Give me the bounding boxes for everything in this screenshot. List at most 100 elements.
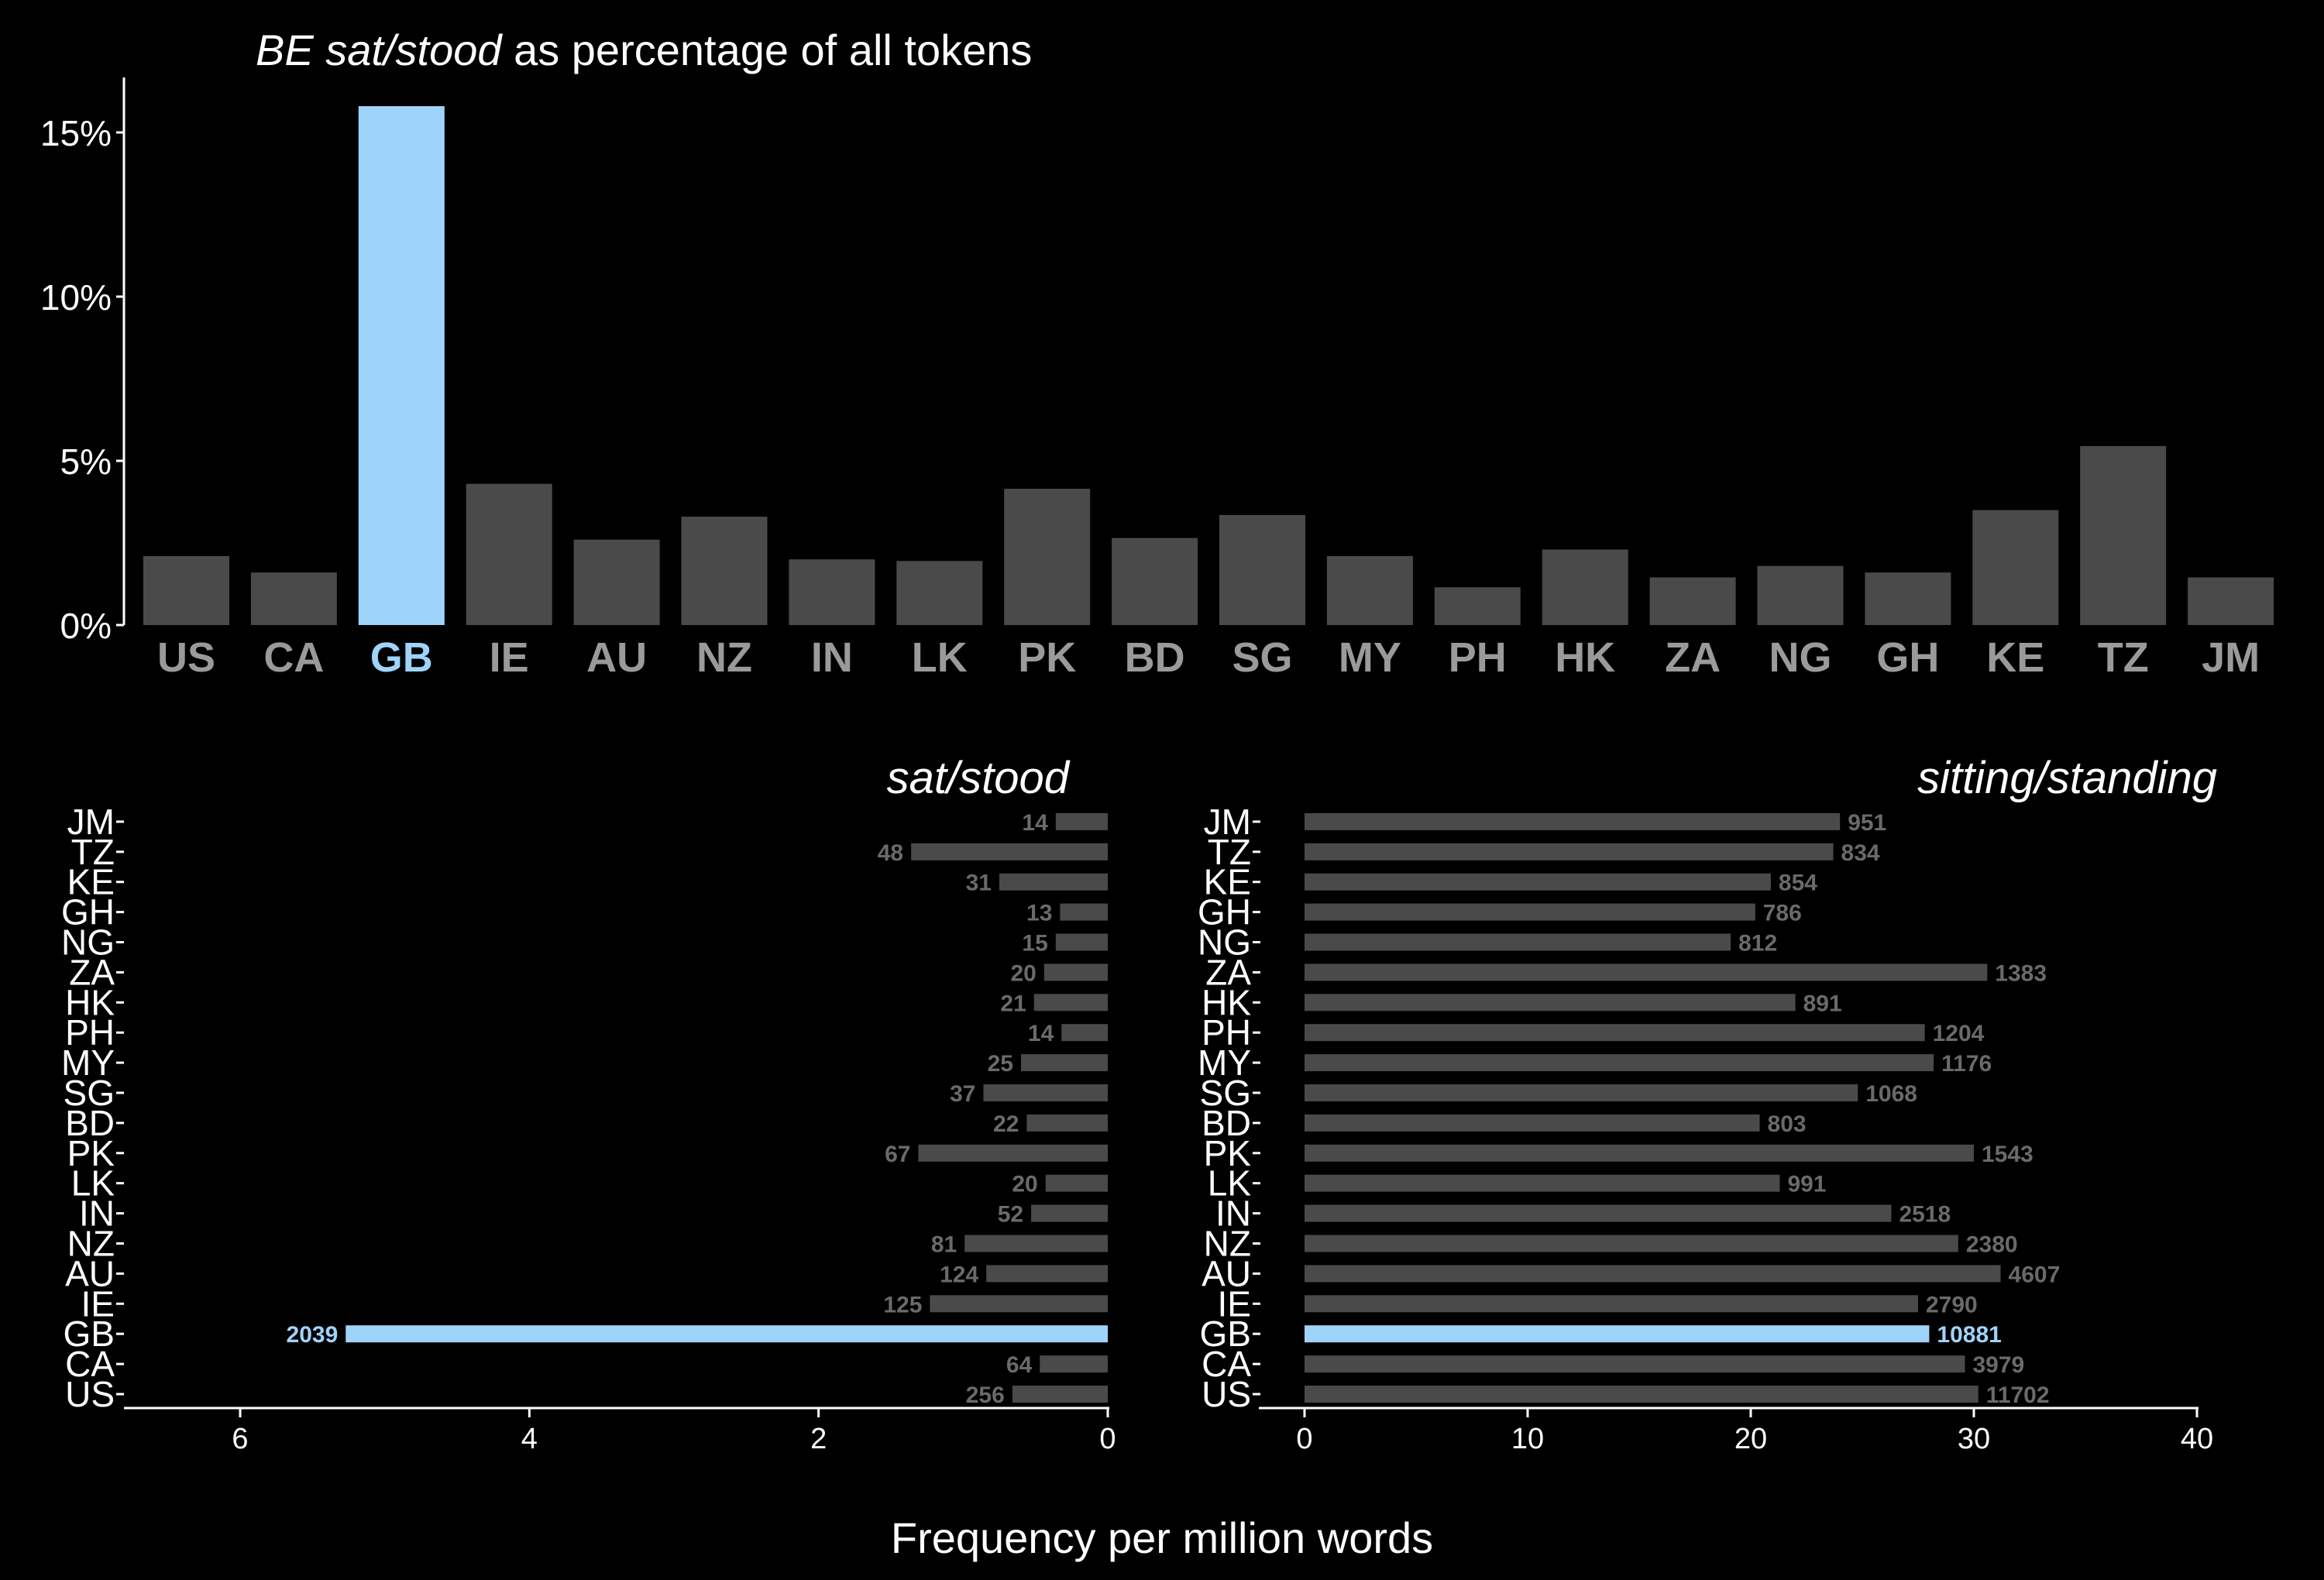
left-bar-value-label: 22: [993, 1111, 1019, 1137]
top-x-tick-label: LK: [912, 634, 968, 681]
top-bar-pk: [1004, 489, 1091, 625]
right-bar-tz: [1305, 843, 1834, 860]
left-x-tick-label: 2: [810, 1423, 827, 1455]
left-y-tick-label: HK: [65, 982, 115, 1022]
left-panel-title: sat/stood: [887, 753, 1071, 803]
right-y-tick-label: AU: [1202, 1253, 1251, 1293]
right-bar-au: [1305, 1265, 2001, 1283]
top-bar-chart: 0% 5% 10% 15% US CA GB IE AU NZ IN LK PK BD SG MY PH HK ZA…: [40, 77, 2274, 681]
top-x-tick-label: GH: [1876, 634, 1939, 681]
left-y-tick-label: KE: [67, 862, 115, 902]
top-bar-lk: [896, 561, 983, 625]
top-x-tick-label: PH: [1449, 634, 1507, 681]
left-y-tick-label: PH: [65, 1012, 115, 1053]
left-bar-value-label: 81: [931, 1232, 957, 1258]
top-x-tick-label: CA: [263, 634, 324, 681]
left-bar-gb: [346, 1325, 1108, 1343]
top-bar-bd: [1112, 538, 1198, 625]
left-y-tick-label: JM: [67, 802, 115, 842]
right-y-tick-label: IE: [1218, 1283, 1251, 1324]
right-y-tick-label: CA: [1202, 1344, 1251, 1384]
left-x-tick-label: 6: [232, 1423, 248, 1455]
left-bar-ke: [999, 873, 1108, 891]
right-bar-value-label: 1204: [1933, 1021, 1985, 1046]
right-bar-gb: [1305, 1325, 1930, 1343]
top-bar-us: [143, 555, 229, 625]
right-y-tick-label: IN: [1215, 1194, 1251, 1234]
left-bar-value-label: 25: [988, 1051, 1013, 1077]
left-bar-au: [986, 1265, 1108, 1283]
right-bar-lk: [1305, 1174, 1780, 1192]
right-bar-value-label: 803: [1768, 1111, 1807, 1137]
left-bar-value-label: 31: [966, 871, 992, 896]
right-y-tick-label: US: [1202, 1374, 1251, 1414]
left-y-tick-label: TZ: [71, 832, 115, 872]
right-bar-gh: [1305, 903, 1755, 921]
top-x-tick-label: AU: [586, 634, 647, 681]
top-y-tick-label: 10%: [40, 277, 112, 318]
x-axis-label: Frequency per million words: [891, 1513, 1433, 1562]
top-x-tick-label: PK: [1018, 634, 1076, 681]
right-bar-value-label: 1543: [1982, 1142, 2033, 1167]
right-bar-value-label: 10881: [1937, 1322, 2001, 1348]
right-bar-value-label: 2380: [1966, 1232, 2018, 1258]
top-bar-gb: [358, 106, 445, 625]
top-x-tick-label: IN: [811, 634, 853, 681]
top-bar-in: [789, 559, 875, 625]
right-bar-value-label: 3979: [1972, 1352, 2024, 1378]
right-hbar-chart: US 11702 CA 3979 GB 10881 IE 2790 AU 4607 NZ 2380 IN…: [1198, 802, 2213, 1455]
top-y-tick-label: 0%: [60, 606, 112, 646]
left-bar-za: [1043, 963, 1108, 981]
top-y-tick-label: 5%: [60, 441, 112, 482]
right-bar-value-label: 834: [1841, 840, 1880, 866]
right-x-tick-label: 10: [1511, 1423, 1544, 1455]
right-y-tick-label: KE: [1204, 862, 1251, 902]
left-x-tick-label: 4: [521, 1423, 538, 1455]
left-bar-us: [1012, 1386, 1108, 1403]
right-x-tick-label: 0: [1296, 1423, 1312, 1455]
left-y-tick-label: US: [65, 1374, 115, 1414]
right-bar-hk: [1305, 994, 1796, 1012]
right-bar-value-label: 1383: [1995, 960, 2047, 986]
left-bar-value-label: 52: [998, 1202, 1023, 1228]
top-bar-my: [1326, 555, 1413, 625]
right-y-tick-label: GB: [1200, 1314, 1251, 1354]
left-y-tick-label: BD: [65, 1103, 115, 1143]
left-bar-value-label: 256: [966, 1382, 1005, 1408]
left-y-tick-label: IE: [81, 1283, 115, 1324]
top-bar-hk: [1542, 549, 1628, 625]
top-x-tick-label: JM: [2202, 634, 2260, 681]
top-x-tick-label: MY: [1339, 634, 1401, 681]
top-x-tick-label: GB: [370, 634, 433, 681]
left-bar-gh: [1060, 903, 1108, 921]
left-bar-ph: [1061, 1024, 1108, 1042]
right-bar-value-label: 812: [1738, 931, 1777, 957]
right-y-tick-label: PH: [1202, 1012, 1251, 1053]
top-x-tick-label: TZ: [2098, 634, 2149, 681]
left-bar-value-label: 13: [1026, 901, 1052, 926]
top-x-tick-label: IE: [490, 634, 529, 681]
right-y-tick-label: NZ: [1204, 1224, 1251, 1264]
left-bar-value-label: 48: [878, 840, 903, 866]
right-y-tick-label: MY: [1198, 1042, 1251, 1083]
left-bar-value-label: 124: [940, 1262, 978, 1287]
right-bar-ie: [1305, 1295, 1918, 1313]
top-title-rest: as percentage of all tokens: [514, 26, 1032, 74]
right-bar-pk: [1305, 1144, 1974, 1162]
top-x-tick-label: NZ: [696, 634, 752, 681]
right-y-tick-label: JM: [1204, 802, 1251, 842]
left-y-tick-label: GB: [64, 1314, 115, 1354]
right-bar-value-label: 1068: [1865, 1081, 1917, 1107]
right-bar-value-label: 11702: [1986, 1382, 2050, 1408]
right-bar-value-label: 854: [1779, 871, 1817, 896]
top-y-tick-label: 15%: [40, 113, 112, 153]
left-bar-nz: [964, 1235, 1108, 1252]
top-bar-ph: [1434, 587, 1521, 625]
left-bar-bd: [1026, 1114, 1108, 1132]
right-bar-sg: [1305, 1084, 1858, 1101]
right-bar-value-label: 991: [1787, 1172, 1826, 1197]
top-title-italic: BE sat/stood: [256, 26, 503, 74]
left-bar-ie: [930, 1295, 1108, 1313]
left-bar-value-label: 14: [1022, 810, 1048, 836]
